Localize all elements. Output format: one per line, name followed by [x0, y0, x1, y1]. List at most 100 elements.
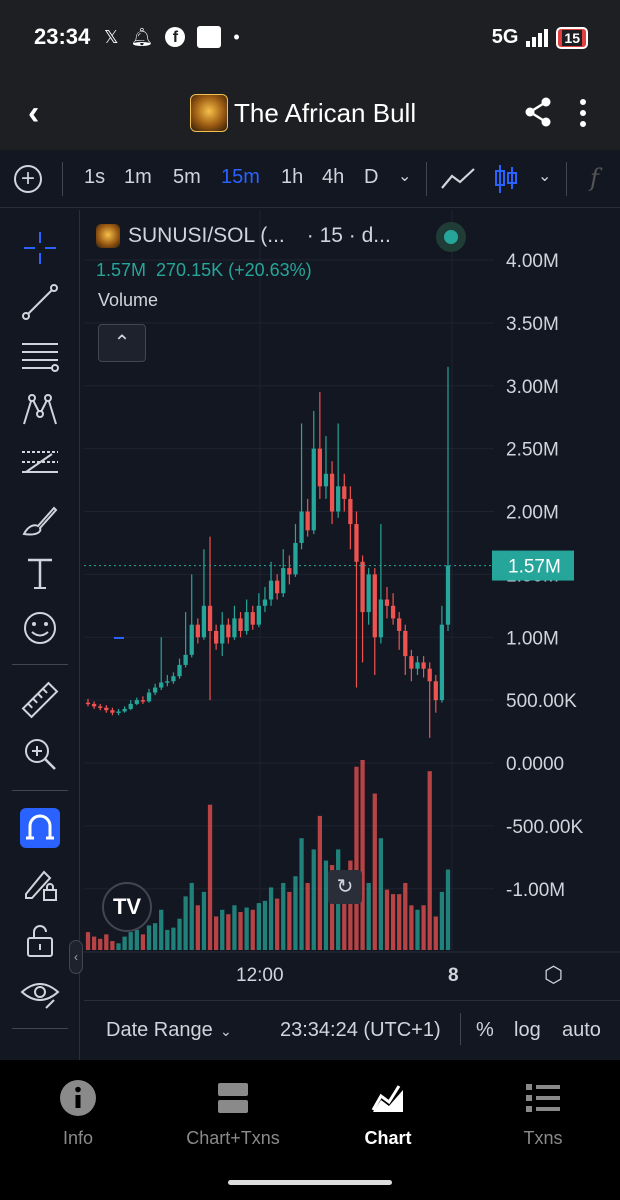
app-bar: ‹ The African Bull [0, 78, 620, 150]
candle-body [128, 703, 133, 709]
trend-line-tool[interactable] [20, 282, 60, 322]
volume-bar [171, 927, 176, 950]
horizontal-lines-tool[interactable] [20, 336, 60, 376]
horizontal-lines-icon [22, 343, 59, 372]
volume-bar [98, 938, 103, 950]
candlestick-chart[interactable]: 4.00M3.50M3.00M2.50M2.00M1.50M1.00M500.0… [84, 210, 620, 1000]
candle-body [122, 708, 127, 712]
zoom-tool[interactable] [20, 734, 60, 774]
candle-body [354, 524, 359, 562]
date-range-button[interactable]: Date Range [106, 1019, 213, 1041]
battery-icon: 15 [556, 26, 588, 49]
list-icon [526, 1084, 560, 1112]
reset-chart-button[interactable]: ↻ [328, 870, 362, 904]
candle-chart-button[interactable] [492, 163, 520, 200]
reset-icon: ↻ [336, 876, 354, 898]
nav-info[interactable]: Info [3, 1078, 153, 1149]
bottom-divider [460, 1013, 461, 1045]
candle-body [146, 692, 152, 702]
drawing-tools-panel [0, 210, 80, 1060]
percent-toggle[interactable]: % [476, 1019, 494, 1041]
nav-info-label: Info [62, 1128, 94, 1148]
volume-bar [275, 898, 280, 950]
nav-chart[interactable]: Chart [313, 1078, 463, 1149]
date-range-chevron-icon[interactable]: ⌄ [220, 1023, 232, 1039]
timeframe-4h[interactable]: 4h [322, 166, 345, 188]
timeframe-1h[interactable]: 1h [281, 166, 304, 188]
candle-body [85, 702, 91, 705]
text-icon [28, 558, 52, 589]
volume-indicator-label[interactable]: Volume [98, 290, 159, 310]
volume-bar [91, 936, 97, 950]
share-button[interactable] [522, 96, 554, 133]
candle-body [305, 511, 310, 531]
candle-body [311, 448, 316, 531]
emoji-tool[interactable] [20, 608, 60, 648]
fib-tool[interactable] [20, 444, 60, 484]
candle-body [98, 706, 103, 708]
symbol-label[interactable]: SUNUSI/SOL (... [128, 224, 285, 247]
candle-body [201, 605, 207, 638]
candle-body [189, 624, 194, 655]
chart-toolbar: + 1s 1m 5m 15m 1h 4h D ⌄ ⌄ f [0, 150, 620, 208]
more-options-button[interactable] [578, 98, 588, 128]
pattern-icon [23, 394, 57, 425]
timeframe-dropdown-icon[interactable]: ⌄ [398, 168, 412, 185]
measure-tool[interactable] [20, 680, 60, 720]
volume-bar [354, 766, 359, 950]
market-status-icon[interactable] [436, 222, 466, 252]
visibility-tool[interactable] [20, 974, 60, 1014]
text-tool[interactable] [20, 554, 60, 594]
brush-tool[interactable] [20, 500, 60, 540]
volume-bar [360, 760, 365, 950]
clock-label[interactable]: 23:34:24 (UTC+1) [280, 1019, 441, 1041]
candle-body [238, 618, 243, 631]
chart-area[interactable]: 4.00M3.50M3.00M2.50M2.00M1.50M1.00M500.0… [84, 210, 620, 1060]
volume-bar [384, 889, 390, 950]
volume-bar [299, 838, 304, 950]
volume-bar [329, 865, 335, 950]
add-indicator-button[interactable]: + [14, 165, 42, 193]
magnet-tool[interactable] [20, 808, 60, 848]
nav-txns[interactable]: Txns [468, 1078, 618, 1149]
volume-bar [305, 882, 310, 950]
crosshair-tool[interactable] [20, 228, 60, 268]
timeframe-15m[interactable]: 15m [221, 166, 260, 188]
candle-body [152, 687, 158, 693]
timeframe-d[interactable]: D [364, 166, 379, 188]
price-change-label: 1.57M 270.15K (+20.63%) [96, 260, 312, 280]
share-icon [525, 97, 551, 127]
volume-bar [421, 905, 426, 950]
candle-body [427, 668, 432, 682]
chart-type-dropdown-icon[interactable]: ⌄ [538, 168, 552, 185]
y-tick-label: 1.00M [506, 628, 559, 649]
volume-bar [226, 914, 231, 950]
magnet-icon [26, 814, 54, 840]
volume-bar [287, 891, 292, 950]
candle-body [207, 605, 213, 631]
timeframe-1s[interactable]: 1s [84, 166, 106, 188]
timeframe-5m[interactable]: 5m [173, 166, 201, 188]
pattern-tool[interactable] [20, 390, 60, 430]
lock-all-tool[interactable] [20, 920, 60, 960]
volume-bar [397, 894, 402, 950]
collapse-toolbar-button[interactable]: ‹ [69, 940, 83, 974]
network-label: 5G [491, 26, 519, 48]
timeframe-1m[interactable]: 1m [124, 166, 152, 188]
back-button[interactable]: ‹ [28, 94, 40, 132]
toolbar-divider [426, 162, 427, 196]
volume-bar [256, 903, 261, 950]
tradingview-logo[interactable]: TV [102, 882, 152, 932]
lock-drawing-tool[interactable] [20, 864, 60, 904]
log-toggle[interactable]: log [514, 1019, 541, 1041]
candle-body [378, 599, 384, 638]
volume-bar [427, 771, 432, 950]
chart-bottom-bar: Date Range ⌄ 23:34:24 (UTC+1) % log auto [84, 1000, 620, 1060]
function-icon[interactable]: f [590, 164, 599, 192]
volume-bar [311, 849, 316, 950]
line-chart-button[interactable] [440, 166, 476, 197]
collapse-legend-button[interactable]: ⌃ [98, 324, 146, 362]
nav-chart-txns[interactable]: Chart+Txns [158, 1078, 308, 1149]
chart-settings-button[interactable]: ⬡ [544, 962, 563, 988]
auto-toggle[interactable]: auto [562, 1019, 601, 1041]
